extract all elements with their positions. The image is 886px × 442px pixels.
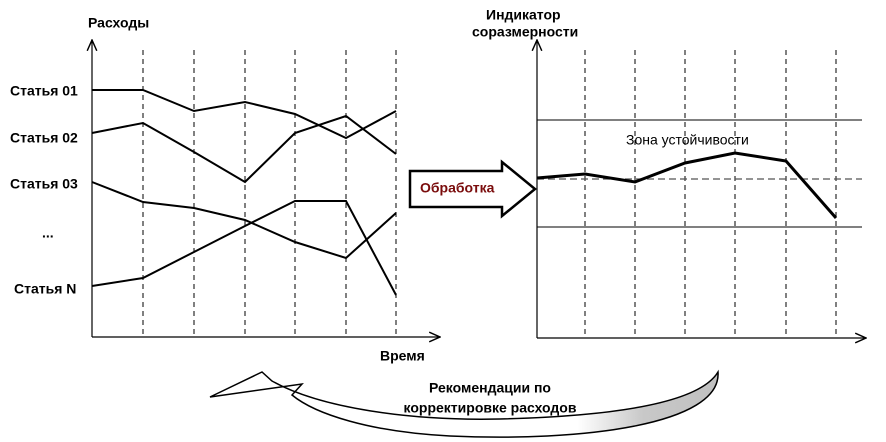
indicator-line	[536, 151, 838, 219]
y-label: Индикатор	[486, 7, 561, 23]
line	[92, 89, 397, 140]
line	[91, 114, 397, 184]
item-label: Статья 01	[10, 83, 78, 99]
feedback-label: Рекомендации по	[429, 380, 551, 396]
item-label: ...	[42, 225, 54, 241]
right-chart: Зона устойчивости Индикатор соразмерност…	[472, 7, 866, 338]
left-chart: Расходы Время Статья 01 Статья 02 Статья…	[10, 15, 440, 364]
process-label: Обработка	[420, 180, 495, 196]
feedback-label: корректировке расходов	[404, 400, 577, 416]
x-label: Время	[380, 348, 425, 364]
item-label: Статья 03	[10, 176, 78, 192]
line	[91, 181, 397, 260]
item-label: Статья 02	[10, 130, 78, 146]
y-label: соразмерности	[472, 24, 578, 40]
grid	[584, 50, 837, 338]
process-arrow: Обработка	[408, 159, 537, 219]
y-label: Расходы	[88, 15, 149, 31]
line	[91, 200, 397, 296]
zone-label: Зона устойчивости	[626, 132, 749, 148]
item-label: Статья N	[14, 281, 76, 297]
feedback-arrow: Рекомендации по корректировке расходов	[209, 369, 719, 438]
grid	[142, 50, 397, 337]
